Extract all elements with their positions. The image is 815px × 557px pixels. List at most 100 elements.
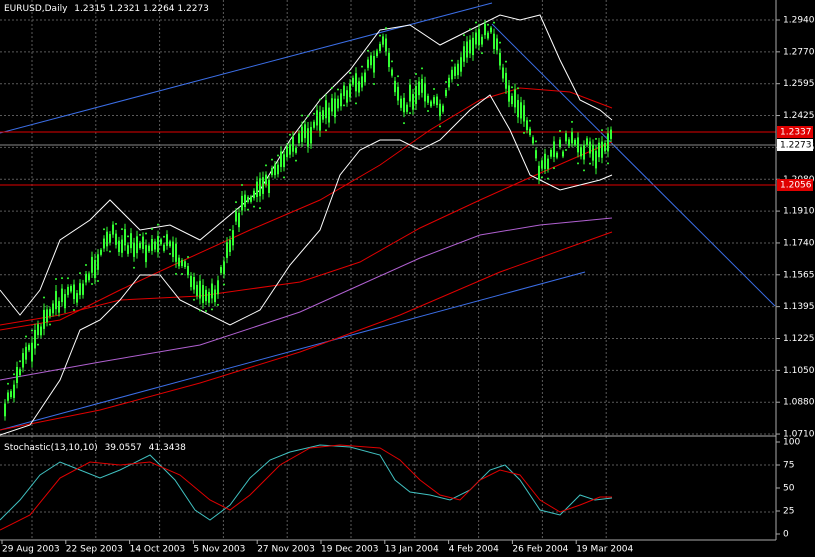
sar-dot <box>415 73 417 76</box>
sar-dot <box>523 131 525 134</box>
candle-body <box>268 180 270 194</box>
candle-body <box>199 280 201 299</box>
candle-body <box>403 97 405 113</box>
date-label: 14 Oct 2003 <box>130 545 186 555</box>
price-tick-label: 1.2595 <box>783 79 815 89</box>
candle-body <box>133 242 135 257</box>
moving-average <box>0 87 613 331</box>
moving-average <box>0 217 613 381</box>
candle-body <box>220 267 222 273</box>
candle-body <box>340 93 342 107</box>
sar-dot <box>481 52 483 55</box>
candle-body <box>265 174 267 185</box>
candle-body <box>298 133 300 144</box>
price-tick-label: 1.1740 <box>783 238 815 248</box>
candle-body <box>121 239 123 253</box>
candle-body <box>109 234 111 243</box>
candle-body <box>538 165 540 180</box>
sar-dot <box>13 373 15 376</box>
candle-body <box>358 81 360 93</box>
sar-dot <box>607 162 609 165</box>
candle-body <box>244 194 246 208</box>
sar-dot <box>247 208 249 211</box>
candle-body <box>331 98 333 112</box>
stoch-tick-label: 25 <box>783 507 794 517</box>
date-label: 26 Feb 2004 <box>512 545 568 555</box>
candle-body <box>256 181 258 197</box>
price-tick-label: 1.1910 <box>783 207 815 217</box>
sar-dot <box>193 298 195 301</box>
candle-body <box>193 276 195 290</box>
sar-dot <box>175 272 177 275</box>
candle-body <box>70 286 72 292</box>
candle-body <box>562 151 564 157</box>
candle-body <box>337 98 339 109</box>
candle-body <box>166 234 168 246</box>
sar-dot <box>79 272 81 275</box>
candle-body <box>271 167 273 176</box>
candle-body <box>40 326 42 336</box>
sar-dot <box>259 207 261 210</box>
candle-body <box>361 76 363 88</box>
candle-body <box>247 196 249 202</box>
sar-dot <box>121 228 123 231</box>
sar-dot <box>97 280 99 283</box>
candle-body <box>79 283 81 296</box>
sar-dot <box>469 28 471 31</box>
candle-body <box>595 150 597 169</box>
sar-dot <box>307 115 309 118</box>
candle-body <box>523 105 525 122</box>
sar-dot <box>559 130 561 133</box>
candle-body <box>451 69 453 80</box>
chart-header: EURUSD,Daily 1.2315 1.2321 1.2264 1.2273 <box>4 4 209 14</box>
candle-body <box>511 95 513 105</box>
candle-body <box>544 153 546 169</box>
price-tick-label: 1.2425 <box>783 111 815 121</box>
candle-body <box>472 37 474 56</box>
candle-body <box>190 275 192 287</box>
candle-body <box>526 120 528 131</box>
candle-body <box>82 283 84 295</box>
candle-body <box>181 260 183 266</box>
candle-body <box>229 239 231 252</box>
sar-dot <box>409 112 411 115</box>
sar-dot <box>73 308 75 311</box>
sar-dot <box>517 87 519 90</box>
price-tag: 1.2337 <box>780 128 812 138</box>
candle-body <box>289 144 291 155</box>
sar-dot <box>127 235 129 238</box>
sar-dot <box>601 129 603 132</box>
candle-body <box>577 137 579 153</box>
bollinger-band <box>0 94 613 436</box>
price-tag: 1.2273 <box>780 141 812 151</box>
candle-body <box>61 288 63 303</box>
date-label: 27 Nov 2003 <box>257 545 315 555</box>
close: 1.2273 <box>177 4 209 14</box>
price-tick-label: 1.2770 <box>783 47 815 57</box>
candle-body <box>307 128 309 147</box>
candle-body <box>442 105 444 112</box>
candle-body <box>46 309 48 323</box>
price-tag-box <box>777 139 813 151</box>
sar-dot <box>271 158 273 161</box>
date-label: 19 Dec 2003 <box>321 545 379 555</box>
candle-body <box>241 195 243 211</box>
candle-body <box>484 23 486 36</box>
stoch-tick-label: 100 <box>783 438 800 448</box>
candle-body <box>367 59 369 68</box>
candle-body <box>580 147 582 157</box>
candle-body <box>100 249 102 255</box>
candle-body <box>508 85 510 102</box>
candle-body <box>172 241 174 258</box>
candle-body <box>49 309 51 317</box>
sar-dot <box>319 98 321 101</box>
candle-body <box>160 239 162 245</box>
sar-dot <box>133 266 135 269</box>
candle-body <box>286 146 288 158</box>
candle-body <box>436 96 438 106</box>
candle-body <box>400 98 402 108</box>
sar-dot <box>43 296 45 299</box>
candle-body <box>574 139 576 146</box>
